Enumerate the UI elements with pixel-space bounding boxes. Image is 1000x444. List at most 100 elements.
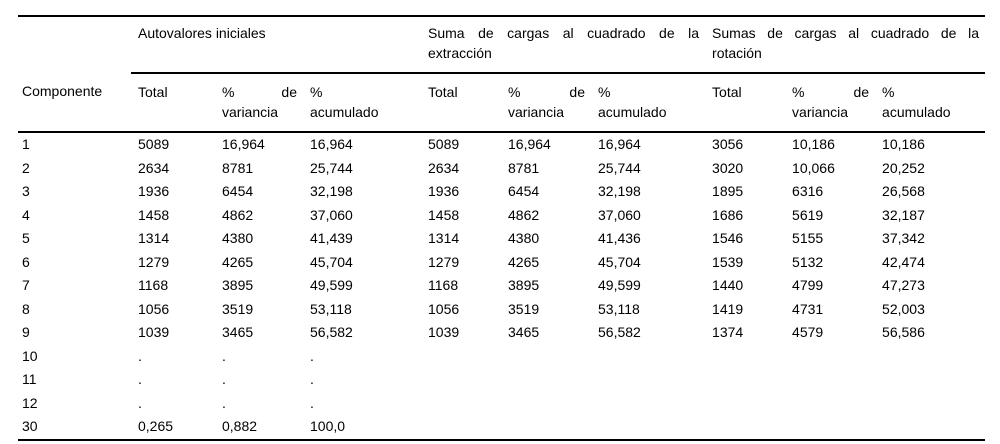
- acumulado-line: acumulado: [598, 104, 667, 120]
- value-cell: 3465: [222, 324, 254, 340]
- value-cell: 49,599: [598, 277, 641, 293]
- value-cell: 2634: [138, 159, 170, 176]
- value-cell: 1039: [428, 324, 460, 340]
- column-header-pct-variance-3: % de variancia: [785, 73, 876, 133]
- table-row: 8 1056 3519 53,118 1056 3519 53,118 1419 4731 52,…: [18, 298, 985, 322]
- value-cell: [705, 392, 785, 416]
- value-cell: 1419: [712, 300, 744, 317]
- component-cell: 11: [22, 371, 37, 387]
- table-body: 1 5089 16,964 16,964 5089 16,964 16,964 3056 10,…: [18, 132, 985, 440]
- table-row: 11...: [18, 368, 985, 392]
- value-cell: 3895: [508, 277, 540, 293]
- value-cell: 100,0: [310, 418, 346, 434]
- value-cell: 5155: [792, 230, 824, 246]
- column-header-total-2: Total: [421, 73, 501, 133]
- value-cell: 52,003: [882, 300, 925, 317]
- component-cell: 10: [22, 347, 38, 364]
- value-cell: [705, 415, 785, 440]
- column-header-total-1: Total: [131, 73, 215, 133]
- value-cell: 32,198: [310, 183, 353, 199]
- column-header-pct-cumulative-3: % acumulado: [875, 73, 986, 133]
- value-cell: 4380: [222, 230, 254, 246]
- value-cell: 1458: [138, 206, 170, 223]
- group-label-line1: Autovalores iniciales: [138, 25, 266, 41]
- value-cell: 0,265: [138, 418, 174, 434]
- value-cell: 8781: [222, 159, 254, 176]
- group-header-extraction-sums: Suma de cargas al cuadrado de la extracc…: [421, 16, 706, 74]
- pct-de-line: % de: [508, 84, 585, 100]
- value-cell: 45,704: [598, 253, 641, 270]
- value-cell: 41,439: [310, 230, 353, 246]
- column-header-pct-variance-2: % de variancia: [501, 73, 591, 133]
- value-cell: [591, 392, 705, 416]
- value-cell: 1314: [138, 230, 170, 246]
- value-cell: 45,704: [310, 253, 353, 270]
- value-cell: 1546: [712, 230, 744, 246]
- table-header: Autovalores iniciales Suma de cargas al …: [18, 16, 986, 133]
- value-cell: 4862: [508, 206, 540, 223]
- group-header-spacer: [18, 16, 131, 73]
- value-cell: 4265: [508, 253, 540, 270]
- value-cell: 42,474: [882, 253, 925, 270]
- component-cell: 7: [22, 277, 30, 293]
- value-cell: 16,964: [598, 136, 641, 152]
- value-cell: 4731: [792, 300, 824, 317]
- value-cell: .: [138, 347, 142, 364]
- table-row: 9 1039 3465 56,582 1039 3465 56,582 1374 4579 56,…: [18, 321, 985, 345]
- value-cell: 1440: [712, 277, 744, 293]
- value-cell: 1168: [138, 277, 169, 293]
- value-cell: .: [310, 347, 314, 364]
- value-cell: [785, 368, 875, 392]
- value-cell: 37,060: [310, 206, 353, 223]
- value-cell: 32,187: [882, 206, 925, 223]
- value-cell: 56,582: [598, 324, 641, 340]
- value-cell: 1686: [712, 206, 744, 223]
- value-cell: [501, 345, 591, 369]
- value-cell: [501, 415, 591, 440]
- value-cell: [591, 368, 705, 392]
- component-cell: 5: [22, 230, 30, 246]
- value-cell: [421, 368, 501, 392]
- value-cell: 10,186: [792, 136, 835, 152]
- table-row: 1 5089 16,964 16,964 5089 16,964 16,964 3056 10,…: [18, 132, 985, 157]
- group-label-line1: Suma de cargas al cuadrado de la: [428, 25, 700, 41]
- value-cell: 8781: [508, 159, 540, 176]
- value-cell: 1279: [138, 253, 170, 270]
- group-label-line2: extracción: [428, 45, 492, 61]
- value-cell: 1936: [138, 183, 170, 199]
- column-header-pct-variance-1: % de variancia: [215, 73, 303, 133]
- variancia-line: variancia: [792, 104, 849, 120]
- value-cell: .: [138, 394, 142, 411]
- value-cell: 6454: [508, 183, 540, 199]
- value-cell: [875, 368, 985, 392]
- value-cell: [421, 345, 501, 369]
- variancia-line: variancia: [508, 104, 565, 120]
- value-cell: [591, 345, 705, 369]
- value-cell: 16,964: [222, 136, 265, 152]
- table-row: 6 1279 4265 45,704 1279 4265 45,704 1539 5132 42,…: [18, 251, 985, 275]
- column-header-pct-cumulative-2: % acumulado: [591, 73, 706, 133]
- table-row: 10...: [18, 345, 985, 369]
- column-header-row: Componente Total % de variancia % acumul…: [18, 73, 986, 133]
- table-row: 3 1936 6454 32,198 1936 6454 32,198 1895 6316 26,…: [18, 180, 985, 204]
- pct-line: %: [310, 84, 323, 100]
- value-cell: 1168: [428, 277, 459, 293]
- pct-line: %: [882, 84, 895, 100]
- value-cell: 3519: [222, 300, 254, 317]
- value-cell: 5132: [792, 253, 824, 270]
- table-row: 5 1314 4380 41,439 1314 4380 41,436 1546 5155 37,…: [18, 227, 985, 251]
- value-cell: 0,882: [222, 418, 258, 434]
- value-cell: [421, 392, 501, 416]
- value-cell: 1458: [428, 206, 460, 223]
- column-header-total-3: Total: [705, 73, 786, 133]
- value-cell: 6454: [222, 183, 254, 199]
- value-cell: 1279: [428, 253, 460, 270]
- value-cell: [875, 345, 985, 369]
- value-cell: 1056: [138, 300, 170, 317]
- group-header-initial-eigenvalues: Autovalores iniciales: [131, 16, 421, 74]
- value-cell: 41,436: [598, 230, 641, 246]
- value-cell: [875, 392, 985, 416]
- variance-table-container: Autovalores iniciales Suma de cargas al …: [18, 15, 986, 441]
- acumulado-line: acumulado: [310, 104, 379, 120]
- component-cell: 4: [22, 206, 30, 223]
